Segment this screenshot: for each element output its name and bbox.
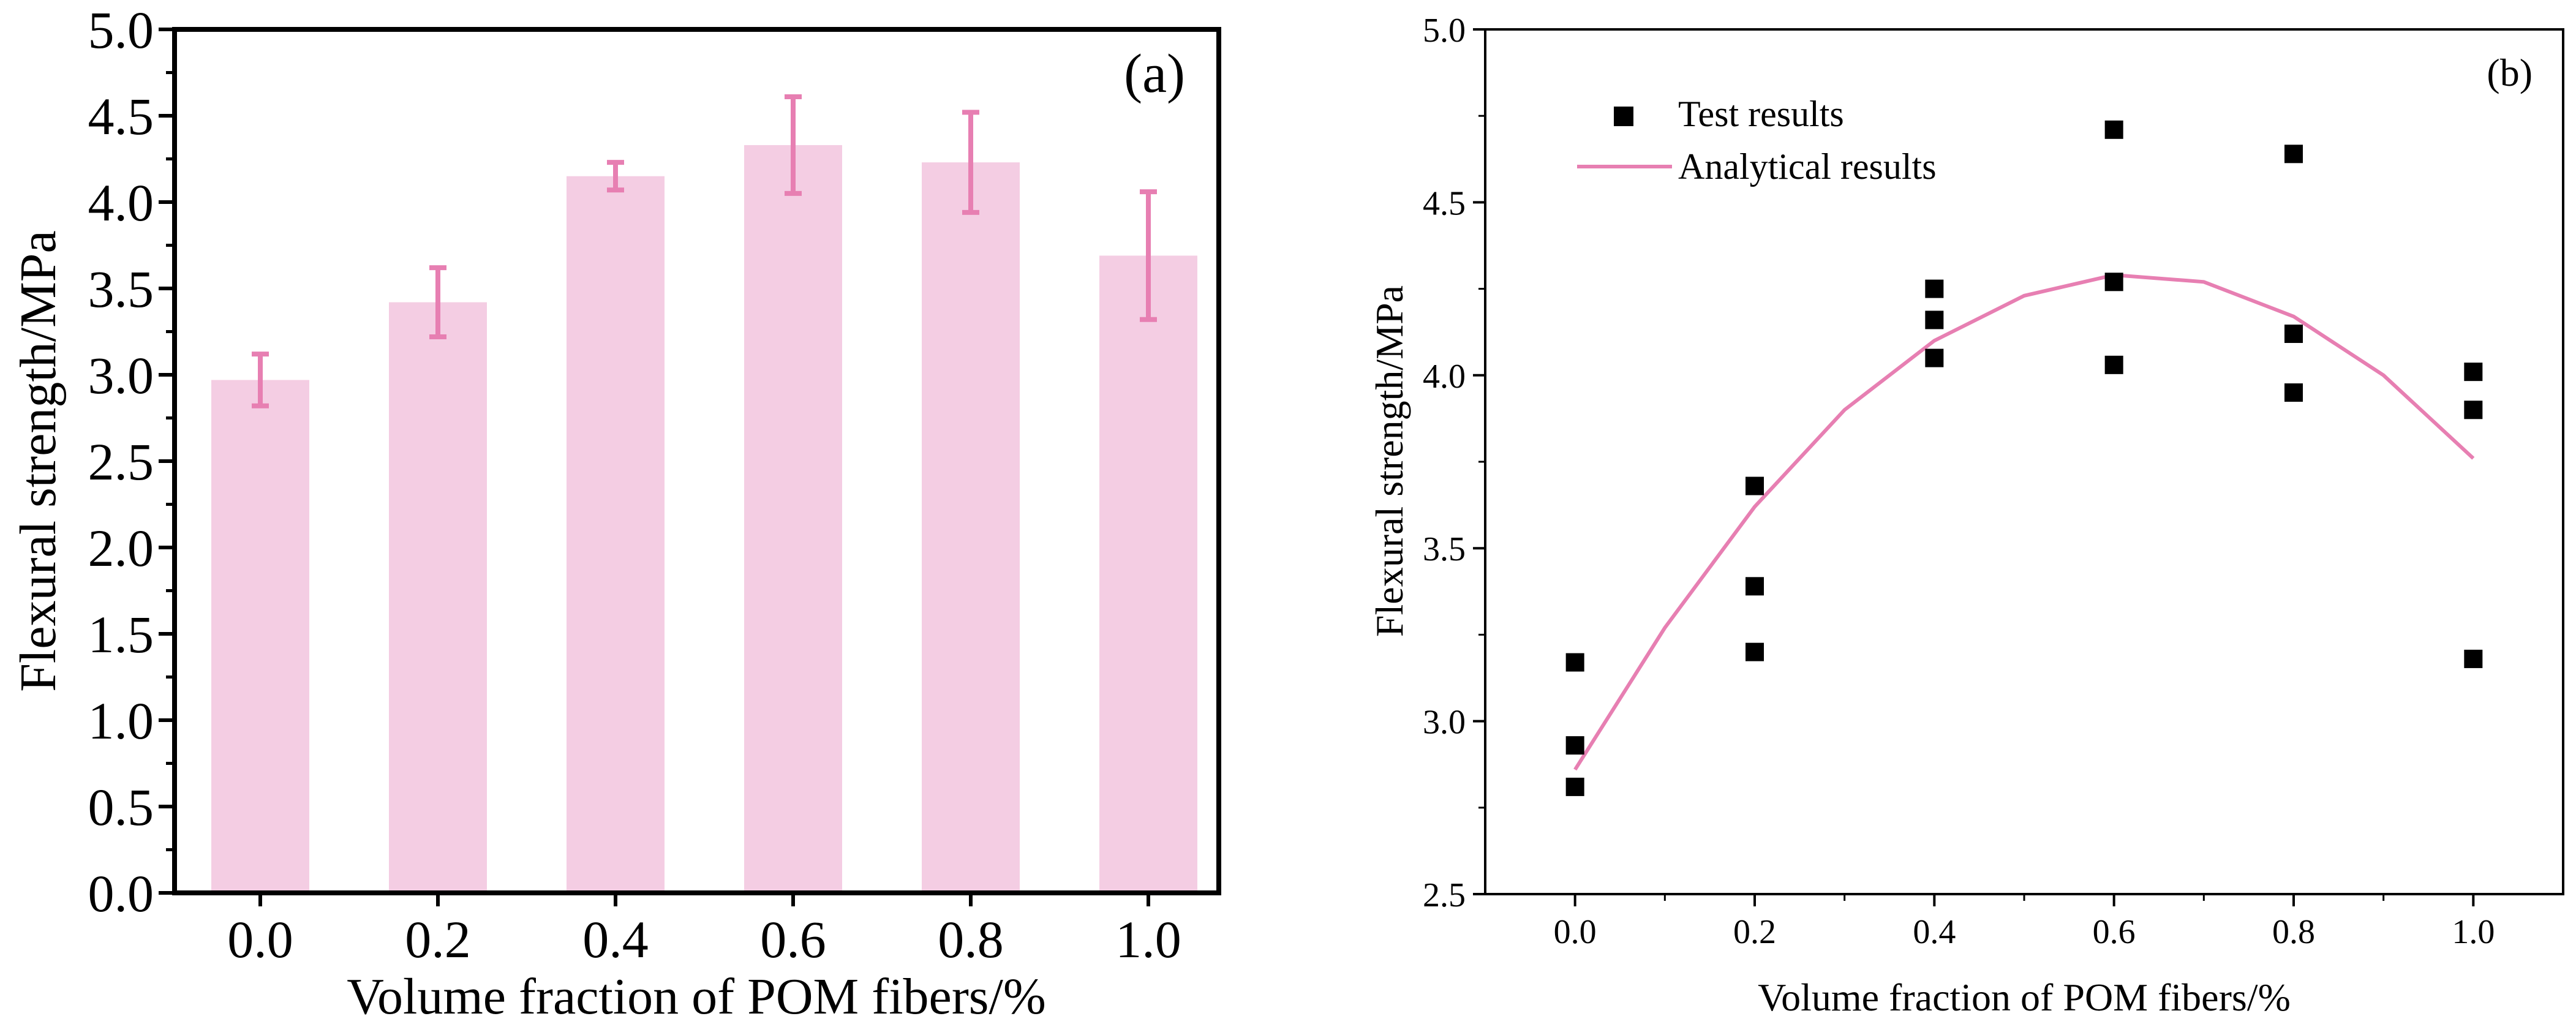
a-y-tick-label: 5.0 (88, 1, 154, 59)
panel-b-scatter-chart: 2.5 3.0 3.5 4.0 4.5 5.0 0.0 0.2 0.4 0.6 0.8 1.0 Te… (1368, 12, 2564, 1019)
b-panel-label: (b) (2487, 51, 2533, 94)
b-y-tick-label: 3.5 (1423, 530, 1466, 568)
b-test-point (1746, 577, 1764, 596)
a-y-tick-label: 4.0 (88, 173, 154, 232)
b-analytical-curve (1573, 273, 2475, 771)
b-y-tick-label: 2.5 (1423, 876, 1466, 914)
b-test-point (1746, 642, 1764, 661)
a-bar (744, 145, 842, 893)
b-test-point (1565, 736, 1584, 755)
a-y-tick-label: 0.5 (88, 778, 154, 837)
b-test-point (1925, 279, 1944, 298)
a-bars-group (211, 145, 1197, 893)
a-y-tick-label: 0.0 (88, 864, 154, 923)
a-x-tick-label: 0.0 (227, 910, 293, 969)
b-plot-frame (1484, 28, 2564, 895)
a-y-tick-label: 3.5 (88, 260, 154, 318)
b-x-tick-label: 0.0 (1554, 913, 1597, 951)
a-bar (1099, 255, 1197, 893)
a-x-tick-label: 0.8 (938, 910, 1004, 969)
b-test-point (1925, 348, 1944, 367)
a-y-tick-label: 2.0 (88, 519, 154, 577)
a-y-tick-label: 1.5 (88, 605, 154, 664)
b-x-tick-label: 0.6 (2093, 913, 2136, 951)
b-x-tick-label: 0.4 (1913, 913, 1956, 951)
b-legend-test-label: Test results (1678, 94, 1844, 134)
b-y-tick-label: 3.0 (1423, 704, 1466, 742)
a-y-tick-label: 1.0 (88, 691, 154, 750)
b-test-point (2104, 355, 2123, 374)
a-bar (567, 176, 665, 893)
a-error-bars-group (252, 94, 1157, 408)
b-x-tick-label: 0.2 (1733, 913, 1776, 951)
b-test-point (2104, 120, 2123, 139)
b-legend-square-marker (1614, 107, 1633, 126)
b-y-tick-label: 5.0 (1423, 12, 1466, 50)
a-x-tick-label: 0.2 (405, 910, 471, 969)
a-x-axis: 0.0 0.2 0.4 0.6 0.8 1.0 (227, 893, 1181, 969)
b-y-axis-title: Flexural strength/MPa (1368, 285, 1411, 637)
b-test-point (2464, 649, 2483, 668)
b-x-tick-label: 1.0 (2452, 913, 2495, 951)
a-y-tick-label: 2.5 (88, 432, 154, 491)
a-y-tick-label: 4.5 (88, 87, 154, 146)
a-y-tick-label: 3.0 (88, 346, 154, 405)
b-y-tick-label: 4.0 (1423, 358, 1466, 396)
a-panel-label: (a) (1124, 43, 1185, 104)
b-legend-analytical-label: Analytical results (1678, 146, 1937, 187)
b-test-point (1746, 476, 1764, 495)
b-x-tick-label: 0.8 (2272, 913, 2315, 951)
a-bar (922, 162, 1020, 893)
b-test-points-group (1565, 120, 2483, 796)
b-test-point (2464, 363, 2483, 382)
b-test-point (2464, 401, 2483, 419)
b-x-axis: 0.0 0.2 0.4 0.6 0.8 1.0 (1554, 894, 2495, 951)
b-y-axis: 2.5 3.0 3.5 4.0 4.5 5.0 (1423, 12, 1485, 914)
a-plot-frame (172, 27, 1221, 895)
b-test-point (2284, 325, 2303, 344)
b-legend: Test results Analytical results (1577, 94, 1937, 187)
b-test-point (1565, 777, 1584, 796)
b-test-point (2104, 273, 2123, 292)
a-bar (211, 380, 309, 893)
a-bar (389, 302, 487, 893)
a-y-axis-title: Flexural strength/MPa (10, 230, 67, 692)
b-test-point (2284, 145, 2303, 164)
panel-a-bar-chart: 0.0 0.5 1.0 1.5 2.0 2.5 3.0 3.5 4.0 4.5 5.0 0.0 0.2… (10, 1, 1221, 1025)
a-y-axis: 0.0 0.5 1.0 1.5 2.0 2.5 3.0 3.5 4.0 4.5 5.0 (88, 1, 175, 923)
a-x-tick-label: 0.6 (760, 910, 826, 969)
b-y-tick-label: 4.5 (1423, 184, 1466, 222)
a-x-axis-title: Volume fraction of POM fibers/% (347, 968, 1046, 1025)
a-x-tick-label: 0.4 (582, 910, 649, 969)
b-test-point (1565, 653, 1584, 672)
b-test-point (2284, 383, 2303, 402)
b-x-axis-title: Volume fraction of POM fibers/% (1758, 976, 2291, 1019)
a-x-tick-label: 1.0 (1115, 910, 1181, 969)
b-test-point (1925, 310, 1944, 329)
